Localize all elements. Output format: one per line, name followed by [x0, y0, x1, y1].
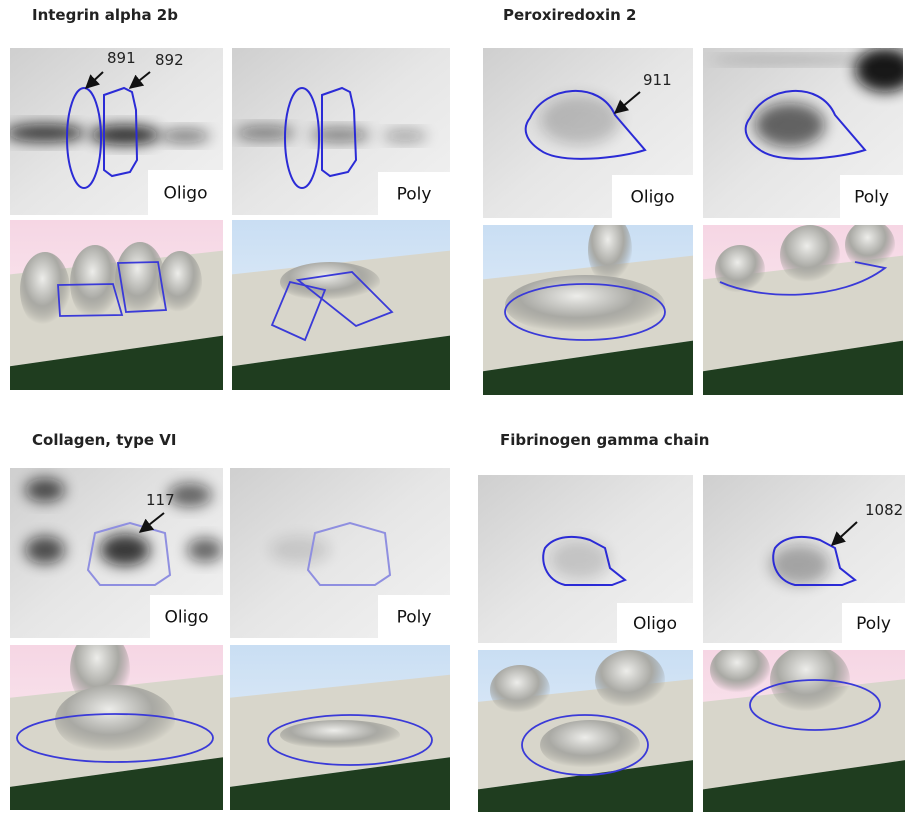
gel-spot [755, 103, 825, 147]
condition-label: Poly [397, 185, 432, 205]
peak [780, 225, 840, 285]
peak [845, 220, 895, 270]
condition-label: Poly [397, 608, 432, 628]
gel-spot [160, 129, 210, 143]
gel-spot [187, 538, 223, 562]
gel-image: Oligo [10, 468, 223, 638]
gel-spot [5, 124, 85, 142]
peak [280, 262, 380, 302]
gel-image: Oligo [5, 48, 223, 215]
gel-spot [540, 95, 620, 145]
condition-label: Oligo [163, 184, 207, 204]
peak [490, 665, 550, 715]
gel-spot [25, 478, 65, 502]
surface-view [703, 220, 903, 395]
gel-image: Poly [703, 48, 908, 218]
peak [55, 685, 175, 755]
condition-label: Oligo [633, 614, 677, 634]
condition-label: Poly [856, 614, 891, 634]
condition-label: Oligo [164, 608, 208, 628]
gel-image: Poly [230, 468, 450, 638]
spot-number: 1082 [865, 501, 903, 519]
surface-view [483, 215, 693, 395]
surface-view [703, 645, 905, 812]
surface-view [10, 630, 223, 810]
spot-number: 892 [155, 51, 184, 69]
spot-number: 117 [146, 491, 175, 509]
peak [115, 242, 165, 318]
gel-image: Poly [232, 48, 450, 215]
spot-number: 911 [643, 71, 672, 89]
peak [280, 720, 400, 750]
spot-number: 891 [107, 49, 136, 67]
condition-label: Oligo [630, 188, 674, 208]
surface-view [10, 220, 223, 390]
peak [710, 645, 770, 695]
gel-spot [270, 536, 330, 564]
peak [715, 245, 765, 295]
gel-spot [770, 545, 830, 585]
panel-title: Peroxiredoxin 2 [503, 6, 636, 24]
peak [540, 720, 640, 770]
figure: Integrin alpha 2b Oligo Poly 891 892 Peroxire… [0, 0, 908, 815]
panel-title: Collagen, type VI [32, 431, 177, 449]
gel-spot [383, 130, 427, 142]
peak [588, 215, 632, 285]
gel-spot [100, 534, 150, 566]
panel-title: Fibrinogen gamma chain [500, 431, 709, 449]
gel-image: Oligo [478, 475, 693, 643]
gel-spot [25, 536, 65, 564]
condition-label: Poly [854, 188, 889, 208]
panel-title: Integrin alpha 2b [32, 6, 178, 24]
surface-view [478, 650, 693, 812]
surface-view [232, 220, 450, 390]
peak [595, 650, 665, 710]
peak [70, 245, 120, 321]
gel-spot [710, 56, 890, 64]
surface-view [230, 645, 450, 810]
